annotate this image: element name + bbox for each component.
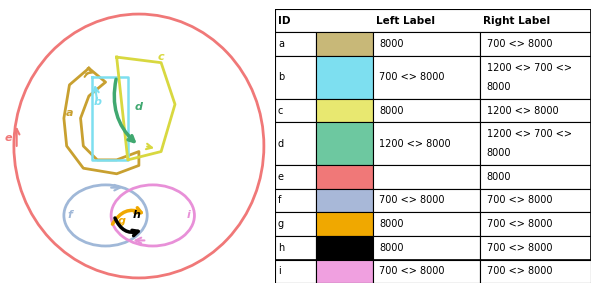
- Text: f: f: [67, 211, 72, 220]
- FancyBboxPatch shape: [316, 236, 373, 260]
- Text: ID: ID: [278, 15, 291, 26]
- Text: g: g: [118, 216, 126, 226]
- FancyBboxPatch shape: [316, 189, 373, 212]
- Text: Right Label: Right Label: [483, 15, 551, 26]
- Text: c: c: [278, 105, 283, 116]
- Text: 8000: 8000: [379, 243, 404, 253]
- Text: 700 <> 8000: 700 <> 8000: [379, 195, 444, 206]
- Text: 700 <> 8000: 700 <> 8000: [486, 39, 552, 49]
- FancyBboxPatch shape: [373, 99, 480, 122]
- FancyBboxPatch shape: [275, 260, 316, 283]
- FancyBboxPatch shape: [316, 56, 373, 99]
- Text: e: e: [278, 172, 284, 182]
- Text: 700 <> 8000: 700 <> 8000: [379, 266, 444, 277]
- FancyBboxPatch shape: [480, 236, 591, 260]
- Text: b: b: [93, 97, 101, 107]
- Text: i: i: [187, 211, 191, 220]
- Text: 1200 <> 700 <>: 1200 <> 700 <>: [486, 63, 571, 73]
- FancyBboxPatch shape: [480, 32, 591, 56]
- FancyBboxPatch shape: [316, 212, 373, 236]
- FancyBboxPatch shape: [480, 260, 591, 283]
- FancyBboxPatch shape: [275, 236, 316, 260]
- FancyBboxPatch shape: [316, 165, 373, 189]
- FancyBboxPatch shape: [316, 99, 373, 122]
- FancyBboxPatch shape: [316, 122, 373, 165]
- FancyBboxPatch shape: [480, 189, 591, 212]
- FancyBboxPatch shape: [373, 122, 480, 165]
- Text: 8000: 8000: [486, 172, 511, 182]
- Text: 1200 <> 700 <>: 1200 <> 700 <>: [486, 129, 571, 139]
- FancyBboxPatch shape: [480, 165, 591, 189]
- Text: 8000: 8000: [379, 105, 404, 116]
- FancyBboxPatch shape: [275, 122, 316, 165]
- Text: e: e: [5, 133, 12, 143]
- FancyBboxPatch shape: [275, 212, 316, 236]
- FancyBboxPatch shape: [275, 189, 316, 212]
- Text: f: f: [278, 195, 281, 206]
- Text: a: a: [278, 39, 284, 49]
- FancyBboxPatch shape: [373, 189, 480, 212]
- Text: d: d: [135, 102, 143, 112]
- FancyBboxPatch shape: [316, 260, 373, 283]
- FancyBboxPatch shape: [275, 32, 316, 56]
- Text: Left Label: Left Label: [376, 15, 435, 26]
- Text: b: b: [278, 72, 284, 82]
- FancyBboxPatch shape: [480, 99, 591, 122]
- FancyBboxPatch shape: [275, 56, 316, 99]
- Text: 1200 <> 8000: 1200 <> 8000: [379, 139, 451, 149]
- Text: h: h: [278, 243, 284, 253]
- FancyBboxPatch shape: [373, 56, 480, 99]
- FancyBboxPatch shape: [373, 212, 480, 236]
- Text: 8000: 8000: [379, 39, 404, 49]
- FancyBboxPatch shape: [373, 260, 480, 283]
- FancyBboxPatch shape: [275, 99, 316, 122]
- Text: c: c: [158, 52, 164, 62]
- FancyBboxPatch shape: [275, 9, 591, 32]
- Text: h: h: [132, 211, 140, 220]
- Text: 8000: 8000: [486, 148, 511, 158]
- FancyBboxPatch shape: [373, 32, 480, 56]
- Text: 700 <> 8000: 700 <> 8000: [486, 266, 552, 277]
- Text: 700 <> 8000: 700 <> 8000: [486, 219, 552, 229]
- FancyBboxPatch shape: [480, 56, 591, 99]
- Text: 700 <> 8000: 700 <> 8000: [486, 195, 552, 206]
- Text: 8000: 8000: [379, 219, 404, 229]
- FancyBboxPatch shape: [275, 165, 316, 189]
- Text: a: a: [66, 108, 73, 118]
- Text: g: g: [278, 219, 284, 229]
- Text: 700 <> 8000: 700 <> 8000: [486, 243, 552, 253]
- Text: i: i: [278, 266, 281, 277]
- FancyBboxPatch shape: [480, 212, 591, 236]
- Text: 8000: 8000: [486, 82, 511, 92]
- FancyBboxPatch shape: [480, 122, 591, 165]
- FancyBboxPatch shape: [316, 32, 373, 56]
- Text: d: d: [278, 139, 284, 149]
- Text: 700 <> 8000: 700 <> 8000: [379, 72, 444, 82]
- FancyBboxPatch shape: [373, 165, 480, 189]
- Text: 1200 <> 8000: 1200 <> 8000: [486, 105, 558, 116]
- FancyBboxPatch shape: [373, 236, 480, 260]
